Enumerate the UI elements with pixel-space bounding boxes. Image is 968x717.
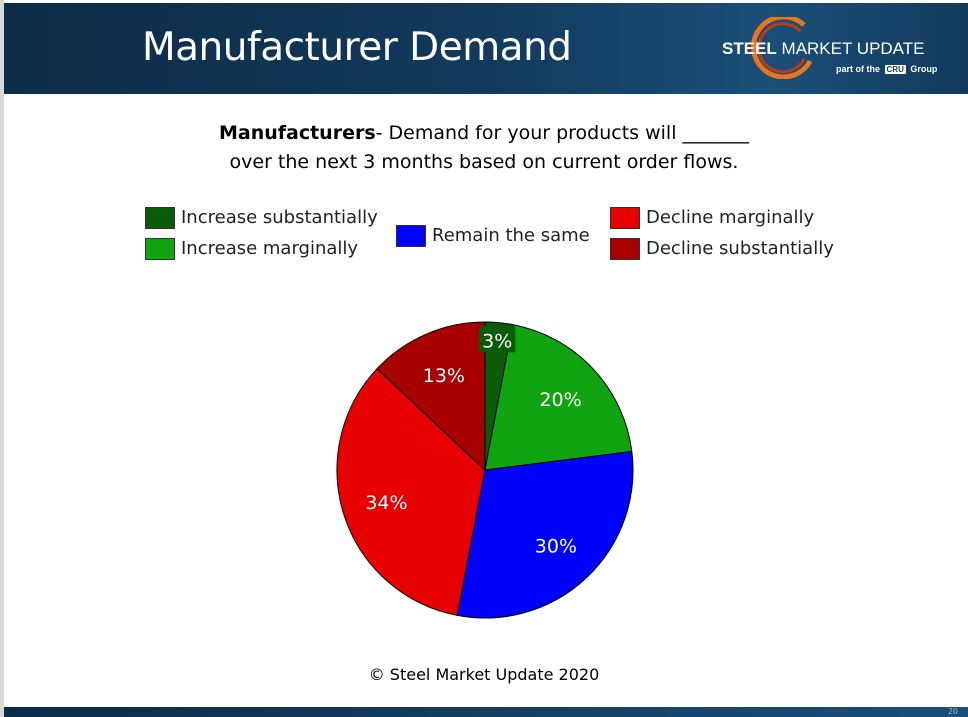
- data-label-decline-substantially: 13%: [423, 365, 465, 387]
- copyright-text: © Steel Market Update 2020: [368, 665, 600, 684]
- pie-slice-increase-marginally: [484, 324, 633, 471]
- header-bar: Manufacturer Demand STEEL MARKET UPDATE …: [4, 3, 968, 94]
- pie-slice-decline-marginally: [336, 367, 486, 616]
- pie-slice-decline-substantially: [376, 321, 486, 472]
- question-subject: Manufacturers: [218, 122, 376, 144]
- steel-market-update-logo: STEEL MARKET UPDATE part of the CRU Grou…: [718, 17, 944, 83]
- logo-sub-prefix: part of the: [836, 64, 880, 74]
- legend-label: Increase marginally: [181, 238, 359, 259]
- legend-label: Decline substantially: [646, 238, 834, 259]
- legend-swatch: [610, 207, 640, 229]
- data-label-background: [479, 326, 516, 353]
- logo-wordmark: STEEL MARKET UPDATE: [722, 39, 924, 59]
- legend-swatch: [396, 225, 426, 247]
- logo-arc-icon: [751, 17, 813, 79]
- data-label-remain-the-same: 30%: [535, 536, 577, 558]
- question-line-2: over the next 3 months based on current …: [229, 151, 739, 173]
- legend-label: Increase substantially: [181, 207, 378, 228]
- legend-label: Decline marginally: [646, 207, 815, 228]
- page-title: Manufacturer Demand: [142, 25, 572, 70]
- question-line-1: Manufacturers- Demand for your products …: [0, 119, 968, 148]
- survey-question: Manufacturers- Demand for your products …: [0, 119, 968, 177]
- data-label-increase-marginally: 20%: [539, 389, 581, 411]
- logo-brand-rest: MARKET UPDATE: [781, 39, 925, 58]
- logo-tagline: part of the CRU Group: [836, 64, 937, 74]
- logo-brand-bold: STEEL: [722, 39, 777, 58]
- pie-slice-remain-the-same: [456, 450, 634, 619]
- slide-edge: [0, 0, 4, 717]
- footer-bar: 20: [4, 707, 968, 717]
- legend-label: Remain the same: [432, 225, 590, 246]
- question-line-1-rest: - Demand for your products will _______: [375, 122, 750, 144]
- pie-chart: 3% 20% 30% 34% 13%: [330, 318, 640, 628]
- legend-swatch: [145, 238, 175, 260]
- data-label-decline-marginally: 34%: [365, 492, 407, 514]
- legend-swatch: [610, 238, 640, 260]
- cru-badge: CRU: [884, 65, 906, 74]
- legend-swatch: [145, 207, 175, 229]
- pie-chart-svg: 3% 20% 30% 34% 13%: [336, 321, 634, 619]
- slide-number: 20: [947, 707, 958, 716]
- logo-sub-suffix: Group: [910, 64, 938, 74]
- data-label-increase-substantially: 3%: [482, 330, 512, 352]
